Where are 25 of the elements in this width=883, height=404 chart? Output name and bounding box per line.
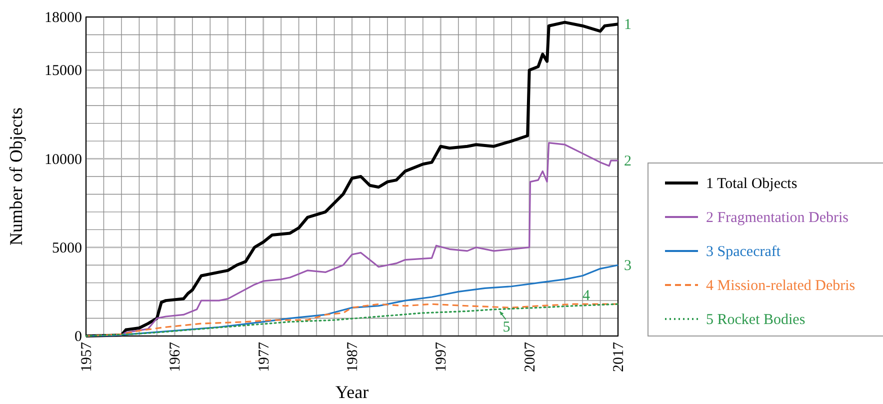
x-tick-label: 1977 [256, 342, 272, 372]
x-tick-label: 1987 [345, 342, 361, 372]
y-tick-label: 5000 [52, 240, 82, 256]
legend-label: 1 Total Objects [706, 176, 798, 192]
y-tick-label: 15000 [44, 63, 82, 80]
x-tick-label: 2017 [611, 342, 627, 372]
legend-label: 2 Fragmentation Debris [706, 210, 849, 226]
annotation: 5 [502, 319, 510, 336]
legend-label: 3 Spacecraft [706, 244, 782, 260]
annotation: 3 [624, 258, 632, 274]
annotation: 1 [624, 17, 632, 34]
y-tick-label: 0 [74, 329, 82, 345]
x-axis-title: Year [335, 382, 369, 402]
x-tick-label: 2007 [522, 342, 538, 372]
x-tick-label: 1967 [168, 342, 184, 372]
x-tick-label: 1997 [434, 342, 450, 372]
x-tick-label: 1957 [79, 342, 95, 372]
legend-label: 4 Mission-related Debris [706, 278, 856, 294]
annotation: 2 [624, 154, 632, 170]
annotation: 4 [582, 288, 591, 304]
line-series [84, 20, 620, 338]
y-tick-label: 10000 [44, 152, 82, 168]
legend-label: 5 Rocket Bodies [706, 312, 806, 328]
y-axis-title: Number of Objects [6, 108, 26, 246]
y-tick-label: 18000 [44, 10, 82, 26]
